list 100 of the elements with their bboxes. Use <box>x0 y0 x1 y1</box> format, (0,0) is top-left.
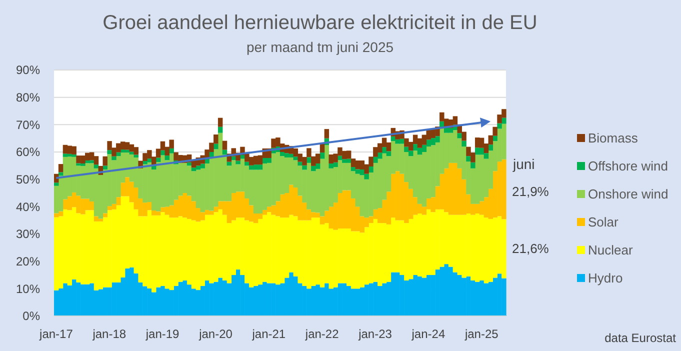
bar <box>151 210 156 216</box>
bar <box>488 144 494 151</box>
bar <box>54 182 59 186</box>
legend-label: Hydro <box>588 270 623 286</box>
bar <box>248 165 254 170</box>
bar <box>236 270 240 316</box>
bar <box>89 201 94 210</box>
y-tick-label: 50% <box>16 172 40 187</box>
bar <box>266 283 272 316</box>
bar <box>474 148 480 155</box>
bar <box>395 272 400 316</box>
bar <box>315 154 320 164</box>
bar <box>311 166 316 172</box>
bar <box>479 148 484 155</box>
x-tick-label: jan-18 <box>92 327 126 341</box>
bar <box>62 154 68 157</box>
bar <box>452 116 458 125</box>
bar <box>386 151 392 156</box>
bar <box>134 147 138 155</box>
bar <box>320 152 325 159</box>
legend-label: Nuclear <box>588 242 634 258</box>
bar <box>288 154 294 158</box>
y-tick-label: 80% <box>16 90 40 105</box>
bar <box>94 164 99 168</box>
x-tick-label: jan-17 <box>38 327 74 341</box>
bar <box>342 159 347 163</box>
bar <box>364 174 369 180</box>
bar <box>147 158 152 162</box>
bar <box>89 160 94 164</box>
bar <box>266 158 272 163</box>
bar <box>492 136 498 142</box>
x-tick-label: jan-22 <box>304 327 340 341</box>
bar <box>462 278 466 316</box>
x-tick-label: jan-21 <box>251 327 286 341</box>
bar <box>395 139 400 144</box>
bar <box>112 156 116 160</box>
bar <box>448 128 454 133</box>
bar <box>164 156 170 160</box>
bar <box>426 275 431 316</box>
y-tick-label: 10% <box>16 282 40 296</box>
text: 21,9% <box>512 184 550 199</box>
bar <box>315 163 320 169</box>
y-tick-label: 70% <box>16 118 40 132</box>
chart-title: Groei aandeel hernieuwbare elektriciteit in de EU <box>102 12 538 34</box>
bar <box>218 126 223 133</box>
bar <box>492 218 498 278</box>
bar <box>191 168 196 172</box>
bar <box>364 284 369 316</box>
bar <box>236 192 240 218</box>
bar <box>156 211 161 216</box>
text: 21,6% <box>512 241 550 256</box>
bar <box>54 217 59 290</box>
x-tick-label: jan-23 <box>358 327 392 341</box>
bar <box>58 172 64 176</box>
bar <box>355 169 360 174</box>
bar <box>72 154 76 157</box>
x-tick-label: jan-25 <box>464 327 499 341</box>
y-tick-label: 0% <box>22 309 40 324</box>
bar <box>134 154 138 158</box>
bar <box>142 161 148 164</box>
bar <box>107 150 112 154</box>
x-tick-label: jan-19 <box>144 327 180 341</box>
bar <box>58 164 64 172</box>
bar <box>156 158 161 162</box>
y-tick-label: 60% <box>16 145 40 160</box>
bar <box>298 220 302 284</box>
bar <box>89 152 94 160</box>
bar <box>302 165 307 170</box>
bar <box>457 133 462 138</box>
bar <box>196 166 201 170</box>
bar <box>258 214 263 219</box>
bar <box>280 152 285 156</box>
bar <box>72 156 76 192</box>
bar <box>129 144 134 152</box>
x-tick-label: jan-20 <box>198 327 233 341</box>
bar <box>474 138 480 148</box>
bar <box>218 118 223 127</box>
bar <box>102 213 108 218</box>
bar <box>324 129 330 138</box>
y-tick-label: 40% <box>16 200 40 214</box>
bar <box>417 148 422 155</box>
bar <box>386 142 392 152</box>
bar <box>72 279 76 316</box>
bar <box>395 220 400 272</box>
bar <box>466 156 471 162</box>
x-tick-label: jan-24 <box>410 327 446 341</box>
bar <box>54 213 59 218</box>
legend-label: Biomass <box>588 130 638 146</box>
bar <box>262 210 268 215</box>
legend-label: Onshore wind <box>588 186 668 202</box>
bar <box>169 290 174 316</box>
bar <box>236 160 240 164</box>
bar <box>266 212 272 284</box>
bar <box>169 148 174 154</box>
bar <box>462 214 466 278</box>
bar <box>346 158 352 163</box>
bar <box>94 156 99 165</box>
y-tick-label: 30% <box>16 227 40 242</box>
bar <box>200 212 205 220</box>
bar <box>54 290 59 316</box>
